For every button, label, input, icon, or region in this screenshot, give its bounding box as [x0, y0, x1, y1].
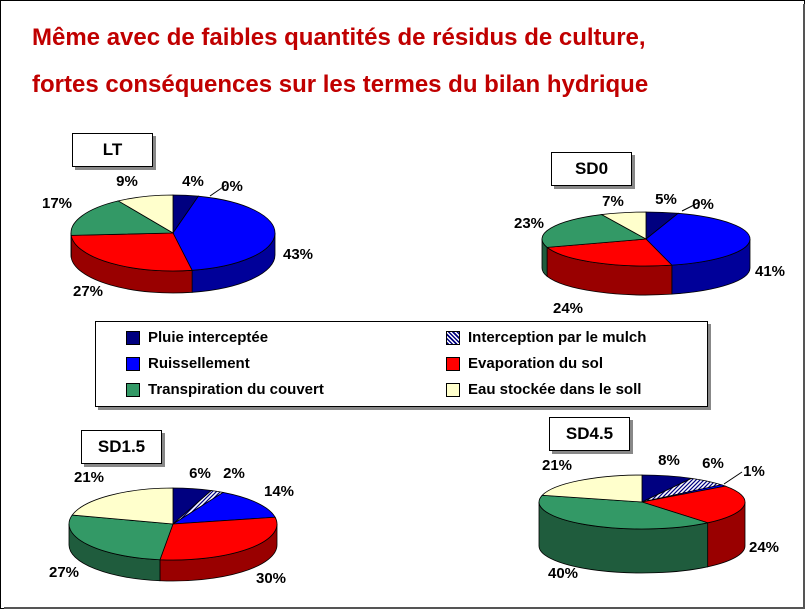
pie-label-sd1-5-1: 2% — [223, 465, 245, 482]
pie-slice-sd1-5-4 — [68, 514, 174, 561]
pie-slice-lt-3 — [70, 232, 193, 272]
pie-slice-sd0-3 — [546, 238, 673, 267]
chart-title-lt: LT — [72, 133, 153, 167]
pie-slice-lt-2 — [172, 195, 276, 271]
pie-label-sd1-5-2: 14% — [264, 483, 294, 500]
slide-shadow-right — [803, 4, 805, 609]
legend-label: Pluie interceptée — [148, 329, 269, 346]
chart-title-sd4-5: SD4.5 — [549, 417, 630, 451]
pie-slice-sd4-5-3 — [641, 485, 746, 524]
pie-label-lt-4: 17% — [42, 195, 72, 212]
pie-label-sd0-2: 41% — [755, 263, 785, 280]
pie-label-sd0-3: 24% — [553, 300, 583, 317]
pie-label-lt-3: 27% — [73, 283, 103, 300]
pie-slice-sd1-5-3 — [159, 516, 278, 561]
legend-swatch — [446, 383, 460, 397]
pie-label-sd0-4: 23% — [514, 215, 544, 232]
slide-shadow-bottom — [4, 607, 805, 609]
pie-label-lt-1: 0% — [221, 178, 243, 195]
pie-label-sd4-5-3: 24% — [749, 539, 779, 556]
pie-label-sd4-5-5: 21% — [542, 457, 572, 474]
legend-swatch — [126, 383, 140, 397]
pie-chart-sd4-5: 8% 6% 1% 24% 40% 21% — [538, 452, 779, 582]
slide-title-line2: fortes conséquences sur les termes du bi… — [32, 71, 649, 98]
pie-leader-line-sd0-0 — [681, 201, 701, 212]
pie-slice-lt-5 — [117, 194, 174, 234]
pie-label-lt-2: 43% — [283, 246, 313, 263]
pie-label-sd4-5-0: 8% — [658, 452, 680, 469]
pie-chart-sd1-5: 6% 2% 14% 30% 27% 21% — [49, 465, 294, 587]
legend-label: Evaporation du sol — [468, 355, 604, 372]
pie-label-sd0-0: 5% — [655, 191, 677, 208]
pie-slice-sd1-5-5 — [71, 487, 174, 525]
pie-chart-lt: 4% 0% 43% 27% 17% 9% — [42, 173, 313, 300]
pie-label-sd1-5-0: 6% — [189, 465, 211, 482]
pie-slice-sd0-4 — [541, 214, 648, 248]
pie-label-lt-5: 9% — [116, 173, 138, 190]
chart-title-sd1-5: SD1.5 — [81, 430, 162, 464]
pie-slice-sd4-5-4 — [538, 494, 710, 530]
legend: Pluie interceptée Interception par le mu… — [95, 321, 708, 407]
pie-label-sd4-5-2: 1% — [743, 463, 765, 480]
pie-leader-line-sd4-5-0 — [723, 471, 743, 485]
legend-swatch — [126, 331, 140, 345]
legend-label: Ruissellement — [148, 355, 250, 372]
pie-leader-line-lt-0 — [209, 184, 227, 197]
pie-slice-sd0-2 — [645, 212, 751, 266]
pie-slice-sd0-5 — [600, 211, 647, 240]
pie-slice-sd1-5-2 — [172, 492, 276, 525]
pie-label-sd4-5-4: 40% — [548, 565, 578, 582]
legend-swatch — [126, 357, 140, 371]
pie-label-sd1-5-3: 30% — [256, 570, 286, 587]
pie-label-sd0-5: 7% — [602, 193, 624, 210]
legend-label: Eau stockée dans le soll — [468, 381, 642, 398]
legend-swatch — [446, 331, 460, 345]
pie-label-lt-0: 4% — [182, 173, 204, 190]
legend-swatch — [446, 357, 460, 371]
legend-label: Interception par le mulch — [468, 329, 647, 346]
pie-label-sd0-1: 0% — [692, 196, 714, 213]
pie-slice-sd4-5-5 — [541, 474, 643, 503]
pie-label-sd1-5-4: 27% — [49, 564, 79, 581]
slide-title-line1: Même avec de faibles quantités de résidu… — [32, 24, 646, 51]
pie-slice-lt-4 — [70, 200, 175, 236]
legend-label: Transpiration du couvert — [148, 381, 324, 398]
chart-title-sd0: SD0 — [551, 152, 632, 186]
pie-chart-sd0: 5% 0% 41% 24% 23% 7% — [514, 191, 785, 317]
pie-label-sd4-5-1: 6% — [702, 455, 724, 472]
pie-label-sd1-5-5: 21% — [74, 469, 104, 486]
